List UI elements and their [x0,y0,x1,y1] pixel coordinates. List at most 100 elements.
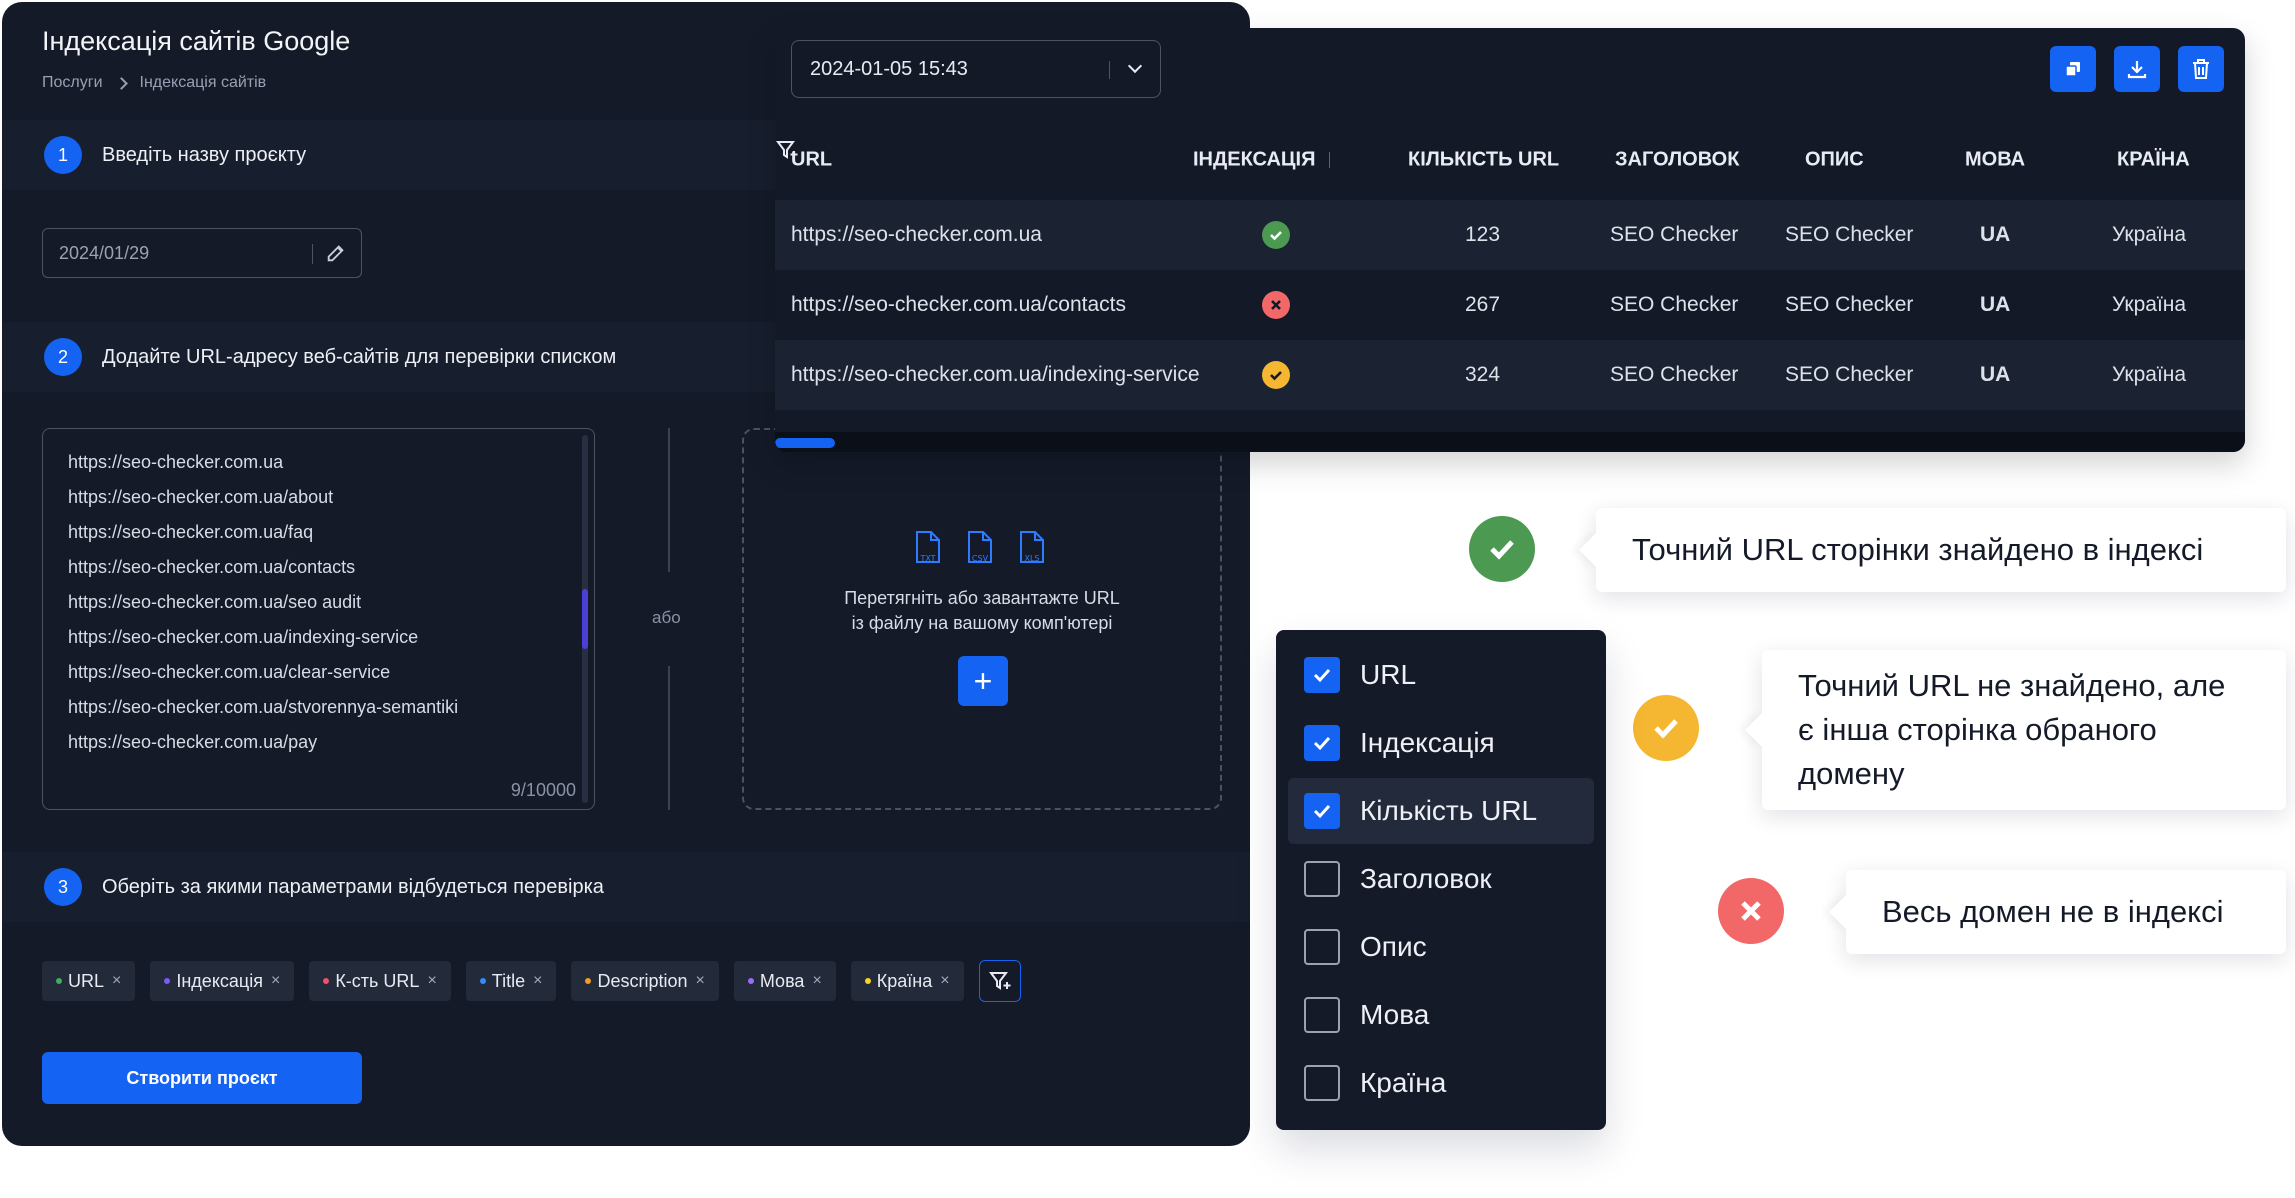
tag-dot [323,978,330,984]
column-option-title[interactable]: Заголовок [1288,846,1594,912]
upload-add-button[interactable]: + [958,656,1008,706]
close-icon[interactable]: × [112,972,122,989]
create-project-button[interactable]: Створити проєкт [42,1052,362,1104]
cell-url[interactable]: https://seo-checker.com.ua/contacts [791,293,1126,316]
column-header-url[interactable]: URL [791,148,833,171]
close-icon[interactable]: × [940,972,950,989]
breadcrumb: Послуги Індексація сайтів [42,74,266,92]
delete-button[interactable] [2178,46,2224,92]
column-header-description[interactable]: ОПИС [1805,148,1864,171]
cell-language: UA [1980,223,2011,246]
url-list-item: https://seo-checker.com.ua/seo audit [68,592,362,612]
edit-icon[interactable] [325,242,347,264]
tag-url-count[interactable]: К-сть URL × [309,961,451,1001]
file-xls-icon: XLS [1020,531,1044,563]
cell-country: Україна [2112,363,2187,386]
chevron-down-icon[interactable] [1127,58,1143,74]
file-txt-icon: TXT [916,531,940,563]
close-icon[interactable]: × [695,972,705,989]
table-row[interactable]: https://seo-checker.com.ua/indexing-serv… [775,340,2245,410]
column-header-country[interactable]: КРАЇНА [2117,148,2190,171]
copy-icon [2065,62,2080,77]
checkbox-checked[interactable] [1304,793,1340,829]
table-scrollbar-thumb[interactable] [775,438,835,448]
tag-label: К-сть URL [335,970,420,991]
breadcrumb-services[interactable]: Послуги [42,74,103,91]
table-row[interactable]: https://seo-checker.com.ua/contacts 267 … [775,270,2245,340]
tag-description[interactable]: Description × [571,961,719,1001]
cell-url-count: 123 [1465,223,1501,246]
legend-partial-text-line: Точний URL не знайдено, але [1798,668,2226,703]
column-header-indexing[interactable]: ІНДЕКСАЦІЯ [1193,148,1316,171]
download-button[interactable] [2114,46,2160,92]
legend-indexed-text: Точний URL сторінки знайдено в індексі [1632,532,2204,567]
date-select[interactable]: 2024-01-05 15:43 [791,40,1161,98]
project-name-input[interactable]: 2024/01/29 [42,228,362,278]
breadcrumb-current: Індексація сайтів [139,74,267,91]
close-icon[interactable]: × [427,972,437,989]
checkbox-unchecked[interactable] [1304,997,1340,1033]
cell-description: SEO Checker [1785,363,1914,386]
upload-instructions: Перетягніть або завантажте URL із файлу … [744,586,1220,636]
step-number: 2 [44,338,82,376]
filter-add-icon [988,972,1011,990]
column-option-language[interactable]: Мова [1288,982,1594,1048]
cell-title: SEO Checker [1610,363,1739,386]
table-scrollbar-track[interactable] [775,432,2245,452]
checkbox-checked[interactable] [1304,725,1340,761]
column-option-description[interactable]: Опис [1288,914,1594,980]
divider-line-top [668,428,670,572]
cell-status [1262,361,1290,389]
svg-text:XLS: XLS [1024,554,1039,563]
upload-text-line: Перетягніть або завантажте URL [844,588,1120,608]
trash-icon [2193,59,2209,79]
tag-indexing[interactable]: Індексація × [150,961,295,1001]
file-drop-zone[interactable]: TXT CSV XLS Перетягніть або завантажте U… [742,428,1222,810]
url-scrollbar-thumb[interactable] [582,589,588,649]
url-list-item: https://seo-checker.com.ua/stvorennya-se… [68,697,459,717]
date-select-value: 2024-01-05 15:43 [810,57,968,80]
legend-not-indexed-icon [1718,878,1784,944]
file-csv-icon: CSV [968,531,992,563]
close-icon[interactable]: × [533,972,543,989]
legend-not-indexed-text: Весь домен не в індексі [1882,894,2224,929]
url-list-item: https://seo-checker.com.ua/indexing-serv… [68,627,419,647]
column-header-url-count[interactable]: КІЛЬКІСТЬ URL [1408,148,1560,171]
checkbox-unchecked[interactable] [1304,1065,1340,1101]
column-header-language[interactable]: МОВА [1965,148,2026,171]
column-option-label: Заголовок [1360,863,1492,894]
divider-line-bottom [668,666,670,810]
step-title: Додайте URL-адресу веб-сайтів для переві… [102,345,617,368]
tag-url[interactable]: URL × [42,961,136,1001]
tag-language[interactable]: Мова × [733,961,836,1001]
column-header-title[interactable]: ЗАГОЛОВОК [1615,148,1740,171]
column-option-url-count[interactable]: Кількість URL [1288,778,1594,844]
select-divider [1109,61,1110,79]
close-icon[interactable]: × [270,972,281,989]
cell-description: SEO Checker [1785,293,1914,316]
checkbox-unchecked[interactable] [1304,929,1340,965]
file-type-icons: TXT CSV XLS [914,530,1046,564]
url-list-item: https://seo-checker.com.ua [68,452,284,472]
checkbox-unchecked[interactable] [1304,861,1340,897]
tag-country[interactable]: Країна × [850,961,964,1001]
copy-button[interactable] [2050,46,2096,92]
filter-add-button[interactable] [978,960,1021,1002]
column-option-country[interactable]: Країна [1288,1050,1594,1116]
url-list-item: https://seo-checker.com.ua/contacts [68,557,356,577]
column-option-indexing[interactable]: Індексація [1288,710,1594,776]
table-row[interactable]: https://seo-checker.com.ua 123 SEO Check… [775,200,2245,270]
or-label: або [652,608,681,627]
checkbox-checked[interactable] [1304,657,1340,693]
legend-indexed-callout: Точний URL сторінки знайдено в індексі [1596,508,2286,592]
filter-add-icon[interactable] [775,138,799,162]
tag-title[interactable]: Title × [465,961,557,1001]
url-list-textarea[interactable]: https://seo-checker.com.ua https://seo-c… [42,428,595,810]
tag-label: Індексація [176,970,263,991]
column-option-url[interactable]: URL [1288,642,1594,708]
tag-dot [164,978,171,984]
tag-dot [585,978,592,984]
cell-url[interactable]: https://seo-checker.com.ua/indexing-serv… [791,363,1200,386]
cell-url[interactable]: https://seo-checker.com.ua [791,223,1042,246]
close-icon[interactable]: × [812,972,822,989]
